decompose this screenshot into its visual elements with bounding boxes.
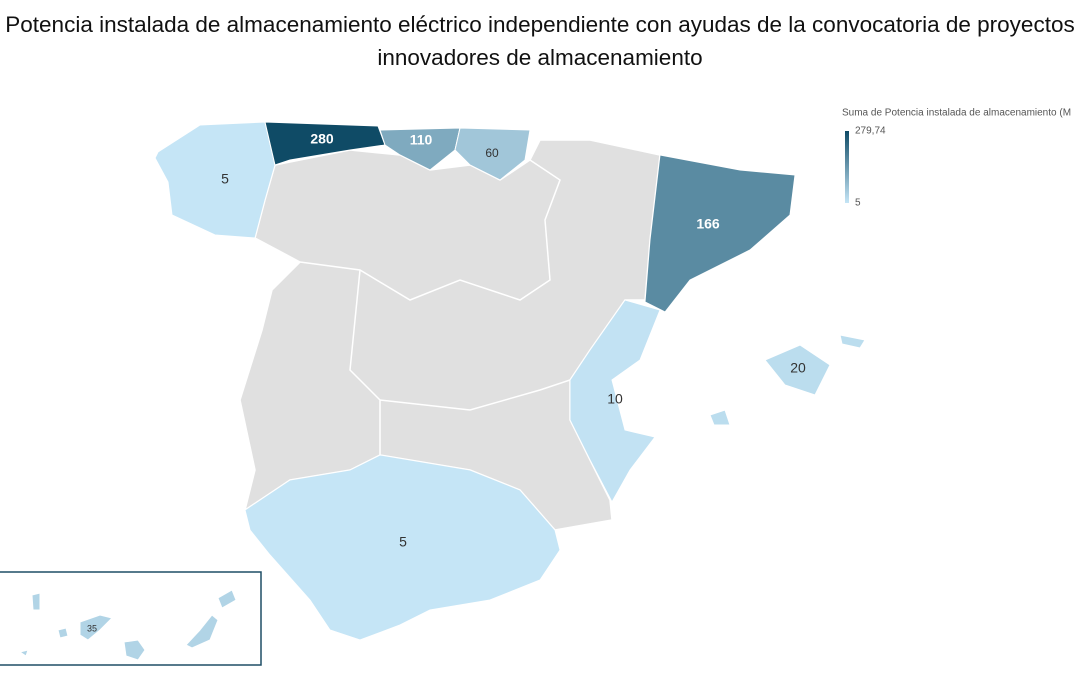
map-title: Potencia instalada de almacenamiento elé… — [5, 12, 1075, 70]
region — [18, 649, 29, 657]
data-label: 166 — [696, 216, 720, 232]
region — [264, 121, 386, 166]
data-label: 280 — [310, 131, 334, 147]
region-border — [379, 379, 571, 411]
legend: Suma de Potencia instalada de almacenami… — [842, 108, 1071, 209]
region — [154, 121, 276, 239]
data-label: 35 — [87, 623, 97, 633]
region — [644, 154, 796, 313]
region — [454, 127, 531, 181]
region — [31, 592, 41, 611]
canary-inset — [0, 571, 262, 666]
region — [185, 614, 219, 649]
legend-title: Suma de Potencia instalada de almacenami… — [842, 108, 1071, 119]
data-label: 5 — [399, 534, 407, 550]
region — [79, 614, 113, 641]
legend-gradient — [845, 131, 849, 203]
data-label: 10 — [607, 391, 623, 407]
region — [839, 334, 866, 349]
region — [569, 299, 661, 504]
region — [57, 627, 69, 639]
region — [217, 589, 237, 609]
region-border — [349, 269, 381, 455]
data-label: 60 — [485, 146, 499, 160]
legend-tick-label: 279,74 — [855, 126, 886, 137]
region — [123, 639, 146, 661]
region-border — [299, 159, 561, 301]
data-label: 110 — [410, 132, 433, 148]
legend-tick-label: 5 — [855, 198, 861, 209]
region — [764, 344, 831, 396]
region — [244, 454, 561, 641]
region — [709, 409, 731, 426]
data-label: 5 — [221, 171, 229, 187]
data-label: 20 — [790, 360, 806, 376]
